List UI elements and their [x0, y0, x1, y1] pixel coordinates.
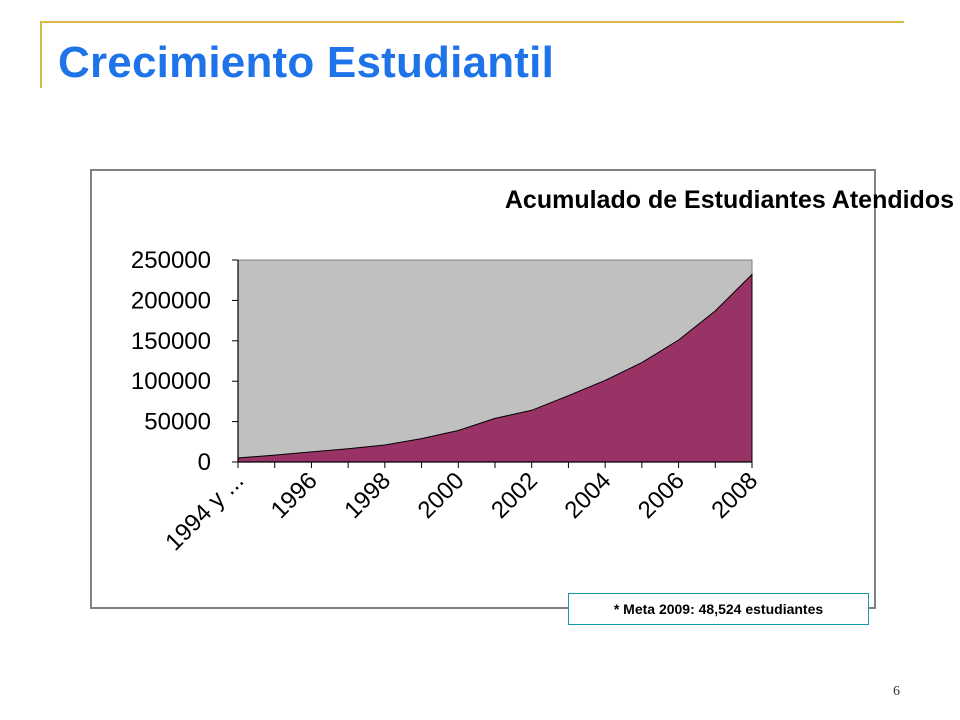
goal-note: * Meta 2009: 48,524 estudiantes [568, 593, 869, 625]
y-tick-label: 150000 [131, 328, 211, 355]
x-tick-label: 2006 [633, 467, 690, 524]
x-tick-label: 2008 [706, 467, 763, 524]
x-tick-label: 1996 [266, 467, 323, 524]
frame-left-line [40, 21, 42, 88]
page-number: 6 [893, 684, 900, 699]
x-tick-label: 2002 [486, 467, 543, 524]
frame-top-line [40, 21, 904, 23]
y-tick-label: 200000 [131, 287, 211, 314]
x-tick-label: 2000 [413, 467, 470, 524]
y-tick-label: 50000 [144, 409, 211, 436]
x-tick-label: 1994 y ... [160, 467, 249, 556]
x-tick-label: 1998 [339, 467, 396, 524]
y-tick-label: 100000 [131, 368, 211, 395]
slide-title: Crecimiento Estudiantil [58, 38, 555, 87]
x-tick-label: 2004 [560, 467, 617, 524]
series-area [237, 273, 753, 463]
y-tick-label: 0 [198, 449, 211, 476]
chart-title: Acumulado de Estudiantes Atendidos [504, 186, 954, 214]
y-tick-label: 250000 [131, 247, 211, 274]
